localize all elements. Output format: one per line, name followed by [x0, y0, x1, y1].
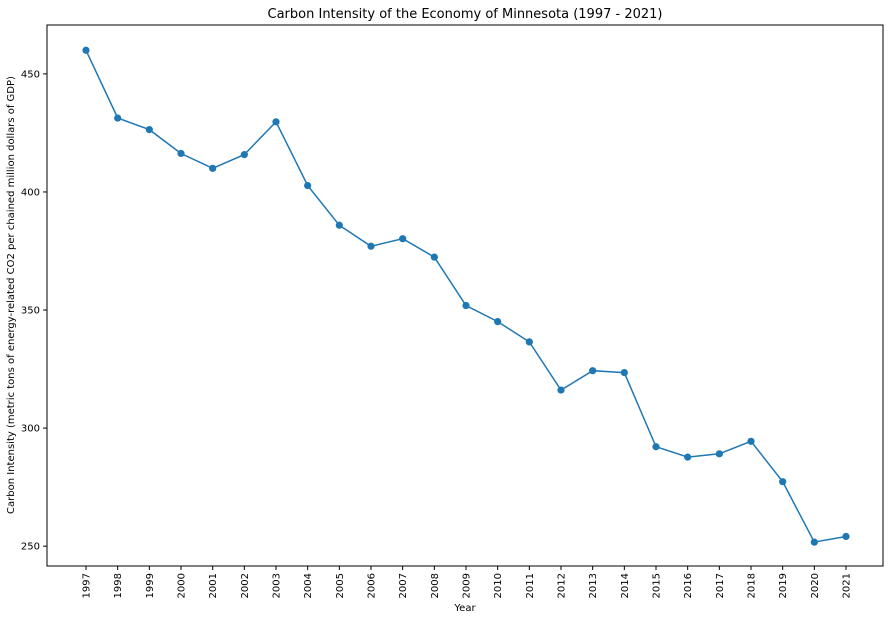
- x-tick-label: 2008: [430, 573, 441, 598]
- data-point: [177, 149, 185, 158]
- plot-area: [46, 24, 884, 567]
- x-tick-label: 2009: [462, 573, 473, 598]
- data-point: [335, 221, 343, 229]
- data-point: [145, 126, 153, 134]
- data-point: [589, 367, 597, 375]
- x-axis: 1997 1998 1999 2000 2001 2002 2003 2004 2005 2006…: [82, 566, 853, 598]
- y-axis-label: Carbon Intensity (metric tons of energy-…: [6, 76, 17, 514]
- data-point: [494, 317, 502, 326]
- x-tick-label: 2016: [683, 573, 694, 598]
- data-point: [842, 532, 850, 541]
- data-point: [114, 114, 122, 122]
- data-point: [620, 369, 628, 377]
- data-point: [462, 301, 470, 310]
- data-point: [399, 235, 407, 243]
- x-tick-label: 2001: [208, 573, 219, 598]
- x-tick-label: 2018: [747, 573, 758, 598]
- x-tick-label: 2012: [557, 573, 568, 598]
- x-tick-label: 2020: [810, 573, 821, 598]
- y-axis: 250 300 350 400 450: [21, 69, 47, 553]
- x-tick-label: 2021: [842, 573, 853, 598]
- data-point: [779, 478, 787, 486]
- y-tick-label: 450: [21, 69, 40, 80]
- data-point: [810, 538, 818, 546]
- data-point: [209, 164, 217, 172]
- data-point: [715, 450, 723, 458]
- x-tick-label: 2019: [778, 573, 789, 598]
- x-tick-label: 2011: [525, 573, 536, 598]
- x-tick-label: 2006: [367, 573, 378, 598]
- data-points: [82, 46, 850, 546]
- x-tick-label: 1999: [145, 573, 156, 598]
- y-tick-label: 350: [21, 306, 40, 317]
- x-tick-label: 2015: [652, 573, 663, 598]
- x-tick-label: 2013: [588, 573, 599, 598]
- x-axis-label: Year: [453, 603, 476, 614]
- data-point: [82, 46, 90, 54]
- data-point: [430, 253, 438, 261]
- chart-title: Carbon Intensity of the Economy of Minne…: [268, 7, 663, 22]
- x-tick-label: 2005: [335, 573, 346, 598]
- x-tick-label: 2014: [620, 573, 631, 598]
- data-point: [557, 386, 565, 394]
- x-tick-label: 2002: [240, 573, 251, 598]
- y-tick-label: 400: [21, 187, 40, 198]
- x-tick-label: 1998: [113, 573, 124, 598]
- data-point: [367, 242, 375, 250]
- x-tick-label: 2000: [177, 573, 188, 598]
- x-tick-label: 2007: [398, 573, 409, 598]
- y-tick-label: 300: [21, 424, 40, 435]
- data-point: [240, 151, 248, 159]
- series-line: [85, 49, 847, 543]
- x-tick-label: 2017: [715, 573, 726, 598]
- data-point: [684, 453, 692, 461]
- data-point: [272, 118, 280, 126]
- x-tick-label: 1997: [82, 573, 93, 598]
- data-point: [525, 338, 533, 346]
- data-point: [652, 443, 660, 451]
- x-tick-label: 2004: [303, 573, 314, 598]
- data-point: [747, 437, 755, 445]
- x-tick-label: 2003: [272, 573, 283, 598]
- data-point: [304, 181, 312, 190]
- y-tick-label: 250: [21, 542, 40, 553]
- x-tick-label: 2010: [493, 573, 504, 598]
